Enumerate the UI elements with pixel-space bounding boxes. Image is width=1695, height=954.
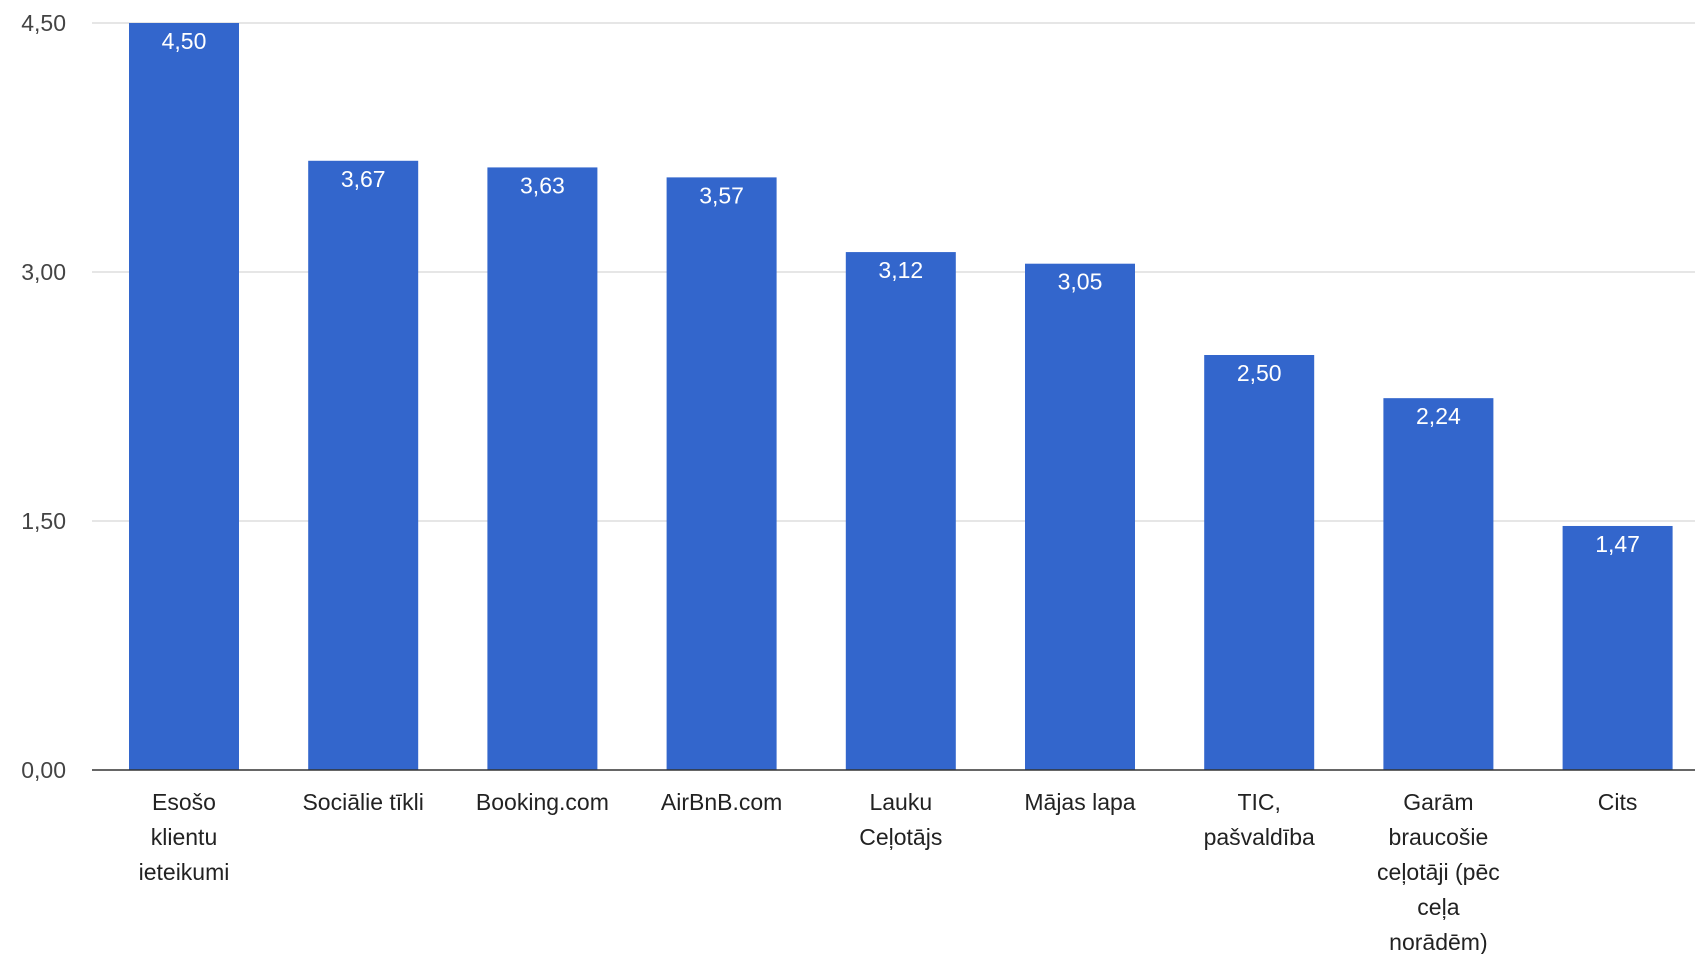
x-category-label: Garām: [1403, 789, 1473, 815]
bar-value-label: 1,47: [1595, 531, 1640, 557]
bar: [129, 23, 239, 770]
y-axis-ticks: 0,00 1,50 3,00 4,50: [21, 10, 66, 783]
bar: [845, 252, 956, 770]
x-category-label: AirBnB.com: [661, 789, 782, 815]
bar: [1383, 398, 1494, 770]
x-category-label: klientu: [151, 824, 217, 850]
x-category-label: Esošo: [152, 789, 216, 815]
bar-value-label: 3,67: [341, 166, 386, 192]
bar-value-label: 3,57: [699, 182, 744, 208]
bar-value-label: 3,63: [520, 172, 565, 198]
bar: [308, 160, 419, 770]
x-category-label: ceļotāji (pēc: [1377, 859, 1500, 885]
y-tick-label: 1,50: [21, 508, 66, 534]
x-category-label: Sociālie tīkli: [302, 789, 423, 815]
bar-value-label: 2,24: [1416, 403, 1461, 429]
bar-value-label: 3,05: [1058, 269, 1103, 295]
x-category-label: Ceļotājs: [859, 824, 942, 850]
bar: [1562, 525, 1673, 770]
bar: [1025, 263, 1135, 770]
x-category-label: norādēm): [1389, 929, 1487, 954]
value-labels: 4,50 3,67 3,63 3,57 3,12 3,05 2,50 2,24 1,47: [162, 28, 1640, 557]
x-category-label: TIC,: [1237, 789, 1280, 815]
bar-value-label: 4,50: [162, 28, 207, 54]
x-category-label: ieteikumi: [139, 859, 230, 885]
x-category-label: Cits: [1598, 789, 1638, 815]
x-category-label: Mājas lapa: [1024, 789, 1135, 815]
y-tick-label: 0,00: [21, 757, 66, 783]
x-category-label: Lauku: [869, 789, 932, 815]
bars: [129, 23, 1673, 771]
x-category-label: braucošie: [1389, 824, 1489, 850]
bar: [666, 177, 777, 770]
bar-value-label: 3,12: [878, 257, 923, 283]
x-category-label: pašvaldība: [1204, 824, 1315, 850]
bar-value-label: 2,50: [1237, 360, 1282, 386]
x-category-label: Booking.com: [476, 789, 609, 815]
bar: [1204, 355, 1315, 770]
y-tick-label: 3,00: [21, 259, 66, 285]
x-category-label: ceļa: [1417, 894, 1459, 920]
bar: [487, 167, 598, 771]
x-axis-labels: Esošo klientu ieteikumi Sociālie tīkli Booki…: [139, 789, 1638, 954]
y-tick-label: 4,50: [21, 10, 66, 36]
